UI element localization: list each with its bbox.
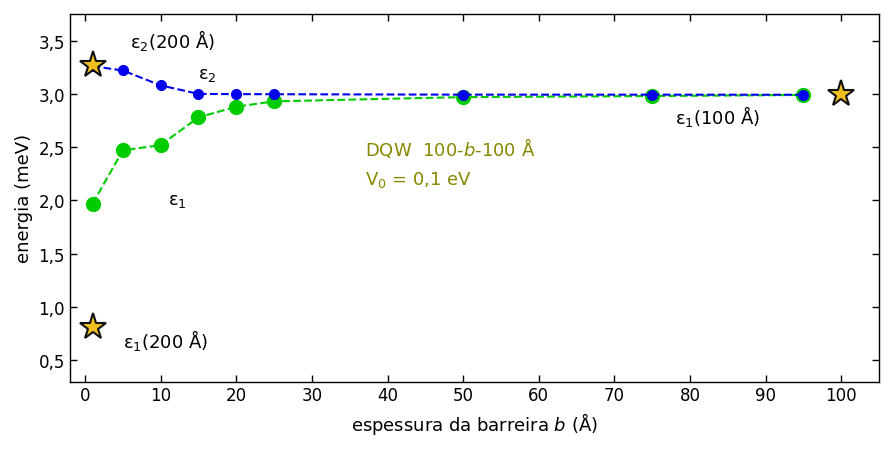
Y-axis label: energia (meV): energia (meV) [15, 134, 33, 263]
Text: ε$_1$(200 Å): ε$_1$(200 Å) [122, 328, 208, 353]
X-axis label: espessura da barreira $b$ (Å): espessura da barreira $b$ (Å) [351, 410, 598, 436]
Text: V$_0$ = 0,1 eV: V$_0$ = 0,1 eV [365, 170, 472, 190]
Text: ε$_1$: ε$_1$ [168, 191, 187, 209]
Text: ε$_1$(100 Å): ε$_1$(100 Å) [675, 103, 760, 129]
Text: DQW  100-$b$-100 Å: DQW 100-$b$-100 Å [365, 135, 536, 159]
Text: ε$_2$: ε$_2$ [198, 66, 217, 84]
Text: ε$_2$(200 Å): ε$_2$(200 Å) [131, 28, 215, 53]
